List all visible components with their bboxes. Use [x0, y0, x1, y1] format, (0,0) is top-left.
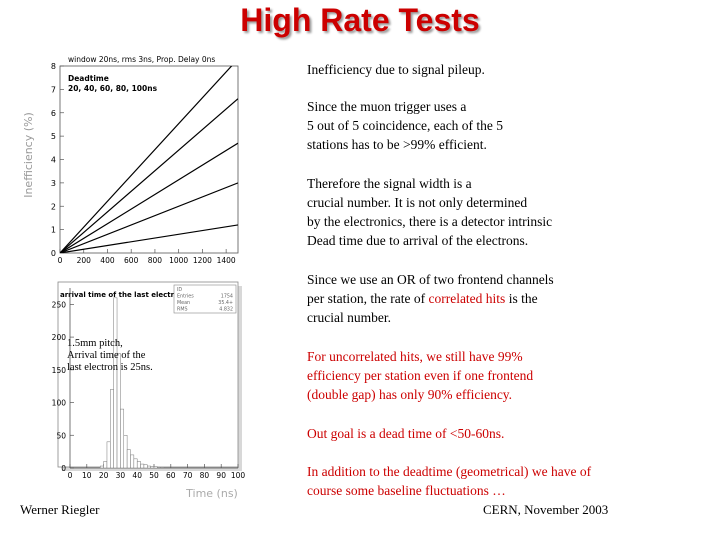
x-tick-label: 200	[77, 256, 92, 265]
series-line-deadtime-60	[60, 142, 238, 253]
histogram-bar	[140, 463, 145, 469]
footer-date: CERN, November 2003	[483, 502, 609, 517]
footer-author: Werner Riegler	[20, 502, 100, 517]
x-tick-label: 10	[82, 471, 92, 480]
x-tick-label: 400	[100, 256, 115, 265]
histogram-bar	[106, 441, 111, 469]
paragraph-uncorrelated: For uncorrelated hits, we still have 99%…	[307, 349, 534, 402]
stats-label: Entries	[177, 294, 194, 300]
histogram-bar	[110, 389, 114, 469]
stats-value: 4.832	[219, 307, 233, 313]
x-tick-label: 0	[58, 256, 63, 265]
chart-title: arrival time of the last electron	[60, 291, 184, 299]
y-tick-label: 4	[51, 156, 56, 165]
x-tick-label: 80	[200, 471, 210, 480]
x-tick-label: 60	[166, 471, 176, 480]
series-line-deadtime-80	[60, 98, 238, 253]
y-tick-label: 0	[51, 249, 56, 258]
histogram-bar	[133, 458, 138, 469]
y-tick-label: 8	[51, 62, 56, 71]
histogram-bar	[147, 465, 151, 469]
x-tick-label: 50	[149, 471, 159, 480]
histogram-bar	[113, 297, 118, 469]
paragraph-inefficiency: Inefficiency due to signal pileup.	[307, 62, 485, 77]
y-tick-label: 150	[52, 366, 67, 375]
legend-title: Deadtime	[68, 74, 109, 83]
slide-title: High Rate Tests	[240, 2, 480, 38]
arrival-time-histogram: arrival time of the last electron IDEntr…	[52, 281, 246, 500]
series-line-deadtime-20	[60, 224, 238, 253]
y-tick-label: 250	[52, 300, 67, 309]
y-tick-label: 50	[56, 431, 66, 440]
stats-label: RMS	[177, 307, 188, 313]
correlated-hits-line: per station, the rate of correlated hits…	[307, 291, 538, 306]
y-tick-label: 3	[51, 179, 56, 188]
x-tick-label: 1000	[169, 256, 188, 265]
y-axis-label: Inefficiency (%)	[22, 112, 35, 198]
x-tick-label: 1400	[217, 256, 236, 265]
y-tick-label: 5	[51, 132, 56, 141]
x-tick-label: 90	[216, 471, 226, 480]
histogram-bar	[126, 449, 131, 469]
y-tick-label: 0	[61, 464, 66, 473]
histogram-bar	[103, 461, 108, 469]
y-tick-label: 7	[51, 85, 56, 94]
paragraph-trigger: Since the muon trigger uses a 5 out of 5…	[307, 99, 504, 152]
histogram-bar	[99, 465, 104, 469]
histogram-bar	[123, 435, 128, 469]
inefficiency-chart: Inefficiency (%) window 20ns, rms 3ns, P…	[22, 55, 239, 265]
histogram-bar	[157, 467, 161, 469]
histogram-bar	[120, 408, 125, 469]
paragraph-baseline: In addition to the deadtime (geometrical…	[307, 464, 592, 498]
x-tick-label: 100	[231, 471, 246, 480]
annotation-line: last electron is 25ns.	[67, 362, 153, 373]
stats-label: Mean	[177, 300, 190, 306]
x-tick-label: 70	[183, 471, 193, 480]
x-tick-label: 800	[148, 256, 163, 265]
y-tick-label: 200	[52, 333, 67, 342]
y-tick-label: 2	[51, 202, 56, 211]
legend-text: 20, 40, 60, 80, 100ns	[68, 84, 158, 93]
histogram-bar	[160, 467, 165, 469]
x-tick-label: 40	[132, 471, 142, 480]
x-tick-label: 1200	[193, 256, 212, 265]
paragraph-goal: Out goal is a dead time of <50-60ns.	[307, 426, 505, 441]
chart-title: window 20ns, rms 3ns, Prop. Delay 0ns	[68, 55, 215, 64]
histogram-bar	[143, 464, 148, 469]
series-line-deadtime-100	[60, 66, 233, 253]
paragraph-or-channels: Since we use an OR of two frontend chann…	[307, 270, 707, 327]
histogram-bar	[130, 454, 135, 469]
paragraph-signal-width: Therefore the signal width is a crucial …	[307, 176, 553, 248]
stats-label: ID	[177, 287, 182, 293]
y-tick-label: 100	[52, 399, 67, 408]
histogram-bar	[150, 466, 155, 469]
annotation-line: 1.5mm pitch,	[67, 338, 123, 349]
correlated-hits-highlight: correlated hits	[428, 291, 506, 306]
x-tick-label: 20	[99, 471, 109, 480]
y-tick-label: 1	[51, 226, 56, 235]
stats-value: 35.4+	[218, 300, 233, 306]
y-tick-label: 6	[51, 109, 56, 118]
x-tick-label: 600	[124, 256, 139, 265]
x-axis-label: Time (ns)	[185, 487, 238, 500]
annotation-line: Arrival time of the	[67, 350, 146, 361]
series-line-deadtime-40	[60, 182, 238, 253]
x-tick-label: 0	[68, 471, 73, 480]
histogram-bar	[153, 466, 158, 469]
histogram-bar	[136, 461, 141, 469]
stats-value: 1754	[221, 294, 233, 300]
x-tick-label: 30	[116, 471, 126, 480]
